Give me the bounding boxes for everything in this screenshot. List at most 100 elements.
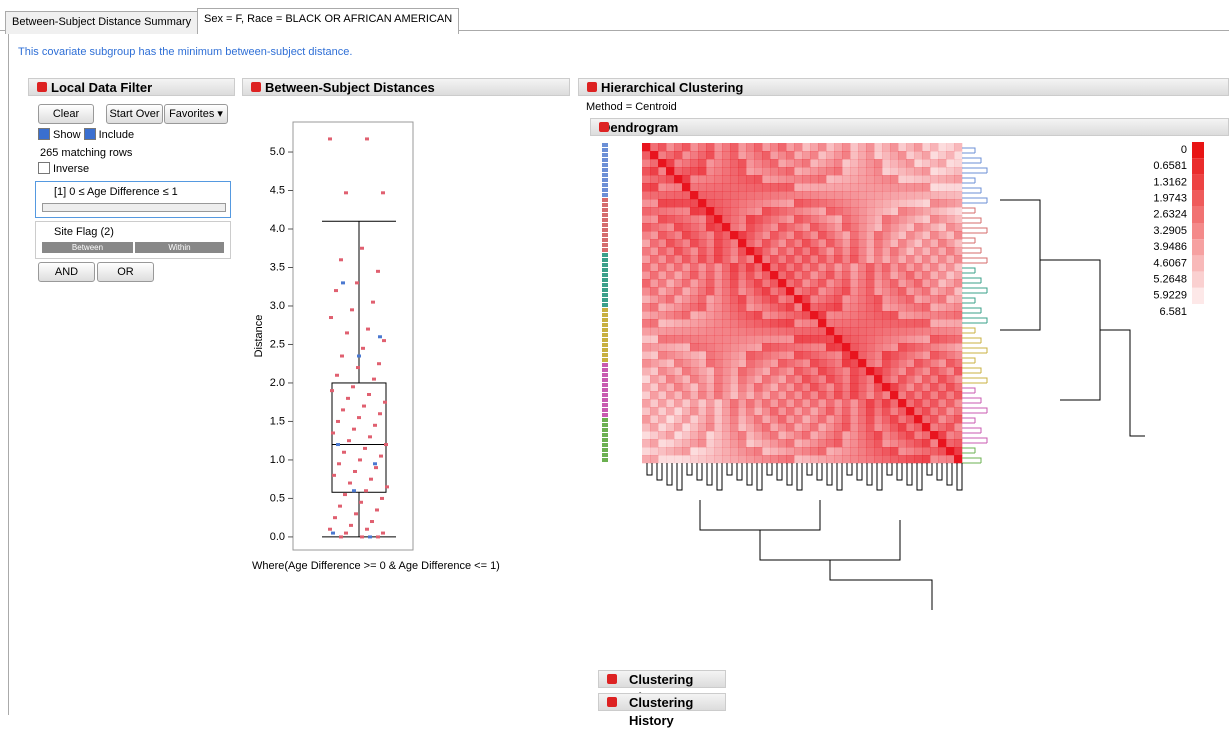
heat-cell	[818, 319, 827, 328]
row-label	[602, 438, 608, 442]
heat-cell	[754, 215, 763, 224]
heat-cell	[898, 431, 907, 440]
heat-cell	[866, 439, 875, 448]
button[interactable]: Clear	[38, 104, 94, 124]
heat-cell	[674, 335, 683, 344]
heat-cell	[706, 175, 715, 184]
heat-cell	[658, 415, 667, 424]
panel-header[interactable]: Hierarchical Clustering	[578, 78, 1229, 96]
heat-cell	[850, 271, 859, 280]
heat-cell	[890, 183, 899, 192]
tab-active[interactable]: Sex = F, Race = BLACK OR AFRICAN AMERICA…	[197, 8, 460, 34]
heat-cell	[834, 247, 843, 256]
heat-cell	[802, 231, 811, 240]
heat-cell	[682, 431, 691, 440]
row-label	[602, 293, 608, 297]
heat-cell	[698, 191, 707, 200]
heat-cell	[682, 263, 691, 272]
row-label	[602, 273, 608, 277]
row-label	[602, 328, 608, 332]
heat-cell	[690, 367, 699, 376]
heat-cell	[874, 343, 883, 352]
checkbox-row[interactable]: Show Include	[38, 128, 134, 141]
slider[interactable]	[42, 203, 226, 212]
heat-cell	[826, 207, 835, 216]
heat-cell	[682, 215, 691, 224]
heat-cell	[674, 215, 683, 224]
heat-cell	[850, 359, 859, 368]
heat-cell	[690, 263, 699, 272]
heat-cell	[858, 343, 867, 352]
heat-cell	[834, 231, 843, 240]
heat-cell	[858, 231, 867, 240]
heat-cell	[754, 399, 763, 408]
heat-cell	[858, 199, 867, 208]
heat-cell	[762, 383, 771, 392]
point	[333, 516, 337, 520]
range-filter[interactable]: [1] 0 ≤ Age Difference ≤ 1	[35, 181, 231, 218]
heat-cell	[778, 279, 787, 288]
heat-cell	[642, 239, 651, 248]
heat-cell	[778, 415, 787, 424]
heat-cell	[938, 439, 947, 448]
heat-cell	[762, 143, 771, 152]
point	[381, 191, 385, 195]
heat-cell	[874, 223, 883, 232]
heat-cell	[730, 231, 739, 240]
point	[330, 389, 334, 393]
heat-cell	[722, 207, 731, 216]
heat-cell	[682, 239, 691, 248]
row-label	[602, 158, 608, 162]
panel-header[interactable]: Between-Subject Distances	[242, 78, 570, 96]
heat-cell	[954, 271, 963, 280]
heat-cell	[938, 391, 947, 400]
heat-cell	[714, 183, 723, 192]
heat-cell	[682, 351, 691, 360]
button[interactable]: Start Over	[106, 104, 163, 124]
button[interactable]: Favorites ▾	[164, 104, 228, 124]
button[interactable]: AND	[38, 262, 95, 282]
site-filter[interactable]: Site Flag (2) Between Within	[35, 221, 231, 259]
heat-cell	[914, 359, 923, 368]
row-label	[602, 313, 608, 317]
heat-cell	[946, 247, 955, 256]
heat-cell	[706, 399, 715, 408]
heat-cell	[738, 447, 747, 456]
button[interactable]: OR	[97, 262, 154, 282]
heat-cell	[866, 335, 875, 344]
dendro-branch	[646, 463, 653, 476]
heat-cell	[738, 343, 747, 352]
heat-cell	[802, 255, 811, 264]
heat-cell	[818, 295, 827, 304]
heat-cell	[754, 423, 763, 432]
heat-cell	[826, 359, 835, 368]
heat-cell	[738, 455, 747, 464]
heat-cell	[778, 215, 787, 224]
heat-cell	[890, 415, 899, 424]
heat-cell	[850, 287, 859, 296]
heat-cell	[658, 159, 667, 168]
point	[343, 493, 347, 497]
heat-cell	[906, 423, 915, 432]
heat-cell	[674, 359, 683, 368]
level[interactable]: Between	[42, 242, 133, 253]
heat-cell	[938, 279, 947, 288]
heat-cell	[818, 367, 827, 376]
legend-label: 1.9743	[1153, 193, 1187, 205]
panel-header[interactable]: Dendrogram	[590, 118, 1229, 136]
heat-cell	[890, 255, 899, 264]
level[interactable]: Within	[135, 242, 224, 253]
heat-cell	[850, 343, 859, 352]
heat-cell	[818, 327, 827, 336]
heat-cell	[842, 199, 851, 208]
heat-cell	[650, 447, 659, 456]
heat-cell	[890, 159, 899, 168]
heat-cell	[818, 415, 827, 424]
heat-cell	[938, 295, 947, 304]
heat-cell	[842, 167, 851, 176]
heat-cell	[874, 295, 883, 304]
panel-header[interactable]: Local Data Filter	[28, 78, 235, 96]
checkbox[interactable]: Inverse	[38, 162, 89, 175]
tab[interactable]: Between-Subject Distance Summary	[5, 11, 199, 34]
heat-cell	[826, 271, 835, 280]
